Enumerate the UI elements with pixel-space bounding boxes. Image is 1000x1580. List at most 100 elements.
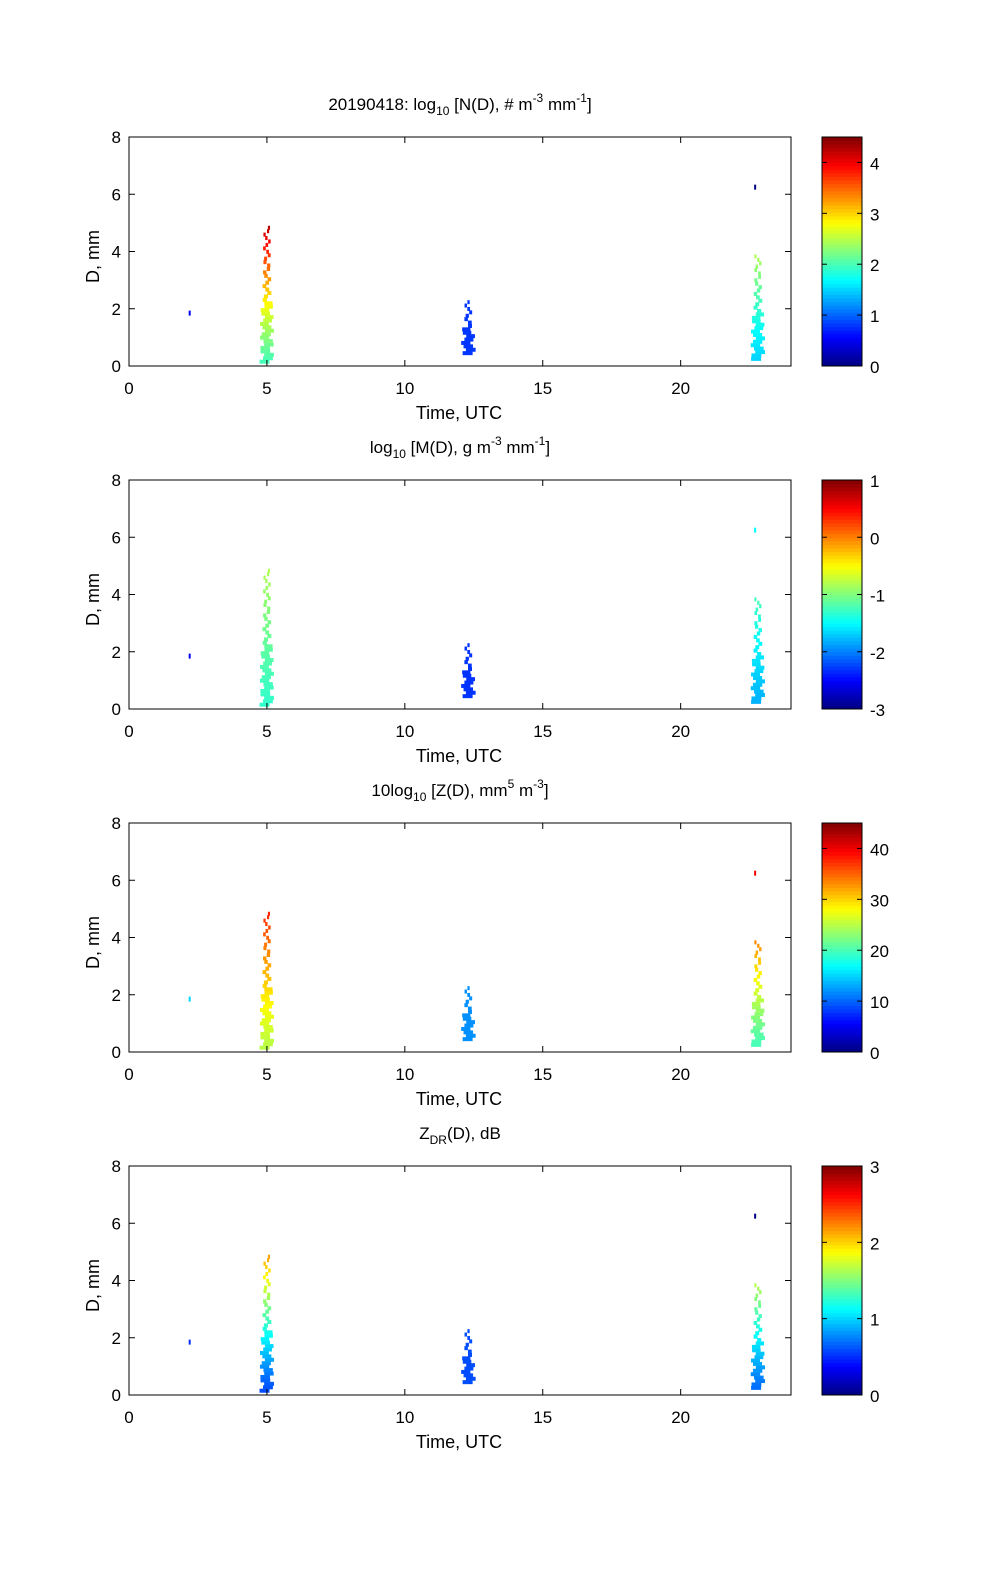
colorbar-segment bbox=[822, 1226, 862, 1231]
data-cell bbox=[259, 1007, 269, 1012]
x-tick-label: 10 bbox=[395, 1408, 414, 1427]
data-cell bbox=[757, 257, 760, 262]
colorbar-segment bbox=[822, 991, 862, 996]
colorbar-segment bbox=[822, 283, 862, 288]
data-cell bbox=[752, 1005, 761, 1010]
data-cell bbox=[262, 1313, 267, 1318]
colorbar-segment bbox=[822, 851, 862, 856]
data-cell bbox=[265, 623, 270, 628]
colorbar-segment bbox=[822, 272, 862, 278]
data-cell bbox=[755, 998, 765, 1003]
data-cell bbox=[754, 1375, 764, 1380]
data-cell bbox=[469, 310, 473, 315]
data-cell bbox=[758, 298, 763, 303]
x-tick-label: 15 bbox=[533, 1408, 552, 1427]
data-cell bbox=[260, 994, 270, 999]
colorbar-segment bbox=[822, 1266, 862, 1271]
colorbar-segment bbox=[822, 969, 862, 974]
colorbar-frame bbox=[821, 136, 863, 367]
colorbar-segment bbox=[822, 301, 862, 306]
colorbar-segment bbox=[822, 1391, 862, 1396]
data-cell bbox=[461, 683, 471, 688]
colorbar-segment bbox=[822, 187, 862, 192]
colorbar-segment bbox=[822, 648, 862, 653]
colorbar-segment bbox=[822, 976, 862, 981]
data-cell bbox=[756, 631, 761, 636]
colorbar-segment bbox=[822, 237, 862, 242]
title-text: ] bbox=[587, 95, 592, 114]
title-superscript: -1 bbox=[576, 91, 587, 105]
data-cell bbox=[263, 1004, 272, 1009]
y-axis-label: D, mm bbox=[83, 230, 103, 283]
colorbar-segment bbox=[822, 1205, 862, 1210]
colorbar-segment bbox=[822, 583, 862, 588]
data-cell bbox=[753, 977, 758, 982]
colorbar-segment bbox=[822, 955, 862, 960]
data-cell bbox=[755, 645, 760, 650]
colorbar-segment bbox=[822, 1166, 862, 1171]
data-cell bbox=[266, 1278, 270, 1283]
colorbar-segment bbox=[822, 358, 862, 363]
data-cell bbox=[264, 1014, 274, 1019]
colorbar-segment bbox=[822, 319, 862, 324]
data-cell bbox=[462, 670, 471, 675]
data-cell bbox=[264, 658, 274, 663]
colorbar-segment bbox=[822, 1373, 862, 1378]
panel-title: ZDR(D), dB bbox=[419, 1124, 501, 1147]
data-cell bbox=[261, 675, 271, 680]
data-cell bbox=[264, 301, 273, 306]
data-cell bbox=[464, 1003, 468, 1008]
colorbar-segment bbox=[822, 323, 862, 328]
y-tick-label: 6 bbox=[112, 185, 121, 204]
data-cell bbox=[752, 682, 763, 687]
data-cell bbox=[264, 1001, 274, 1006]
data-cell bbox=[259, 1021, 270, 1026]
data-cell bbox=[264, 342, 274, 347]
data-cell bbox=[754, 1297, 758, 1302]
data-cell bbox=[263, 1299, 267, 1304]
data-cell bbox=[267, 253, 271, 258]
data-cell bbox=[467, 1329, 470, 1334]
data-cell bbox=[263, 232, 266, 237]
colorbar-segment bbox=[822, 1180, 862, 1185]
data-cell bbox=[259, 1388, 270, 1393]
data-cell bbox=[265, 236, 268, 241]
colorbar-segment bbox=[822, 669, 862, 674]
data-cell bbox=[755, 665, 765, 670]
data-cell bbox=[465, 1342, 469, 1347]
data-cell bbox=[264, 987, 273, 992]
y-axis-label: D, mm bbox=[83, 573, 103, 626]
colorbar-segment bbox=[822, 973, 862, 978]
data-cell bbox=[263, 1025, 273, 1030]
colorbar-segment bbox=[822, 1273, 862, 1278]
colorbar-tick-label: -2 bbox=[870, 644, 885, 663]
colorbar-segment bbox=[822, 162, 862, 167]
data-cell bbox=[462, 1356, 471, 1361]
colorbar-segment bbox=[822, 1319, 862, 1324]
data-cell bbox=[758, 1314, 762, 1319]
data-cell bbox=[758, 960, 762, 965]
data-cell bbox=[464, 989, 468, 994]
data-cell bbox=[465, 1376, 476, 1381]
y-tick-label: 6 bbox=[112, 1214, 121, 1233]
data-cell bbox=[263, 980, 268, 985]
title-subscript: 10 bbox=[393, 447, 407, 461]
data-cell bbox=[755, 350, 765, 355]
colorbar-segment bbox=[822, 1048, 862, 1053]
colorbar-segment bbox=[822, 994, 862, 999]
colorbar-tick-label: -1 bbox=[870, 587, 885, 606]
colorbar-segment bbox=[822, 544, 862, 549]
data-cell bbox=[266, 915, 270, 920]
colorbar-segment bbox=[822, 172, 862, 177]
data-cell bbox=[463, 344, 474, 349]
data-cell bbox=[466, 677, 475, 682]
data-cell bbox=[262, 325, 272, 330]
colorbar-segment bbox=[822, 594, 862, 599]
colorbar-segment bbox=[822, 337, 862, 342]
colorbar-segment bbox=[822, 1305, 862, 1310]
data-cell bbox=[756, 1317, 761, 1322]
data-cell bbox=[755, 1365, 766, 1370]
data-cell bbox=[755, 264, 759, 269]
data-cell bbox=[465, 313, 469, 318]
data-cell bbox=[462, 1359, 472, 1364]
